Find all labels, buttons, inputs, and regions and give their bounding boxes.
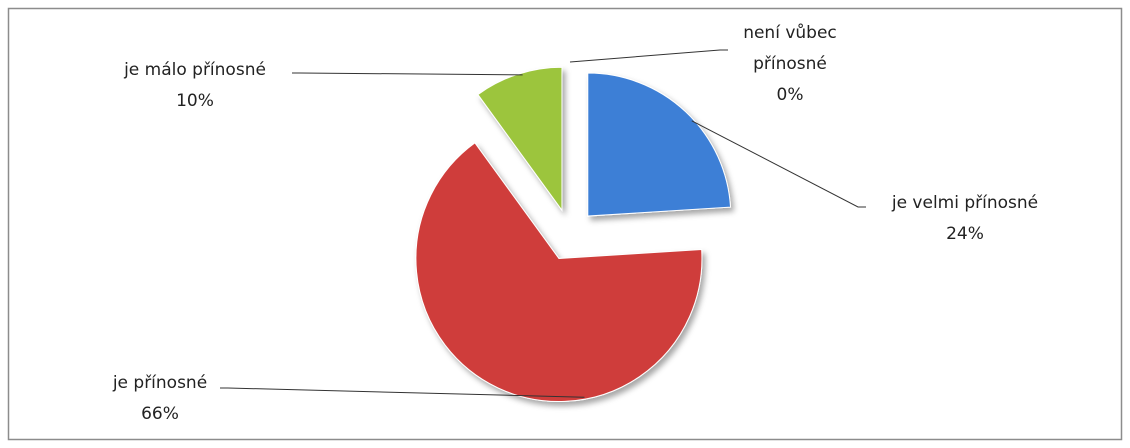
leader-line [691, 120, 866, 208]
leader-line [292, 72, 523, 76]
value-label: 10% [176, 91, 214, 111]
category-label: je velmi přínosné [891, 193, 1039, 213]
pie-slice [477, 66, 563, 212]
category-label: není vůbec přínosné [743, 23, 837, 74]
value-label: 24% [946, 224, 984, 244]
value-label: 66% [141, 404, 179, 424]
value-label: 0% [776, 85, 804, 105]
pie-slice [415, 142, 703, 402]
leader-line [569, 49, 728, 63]
category-label: je málo přínosné [124, 60, 266, 80]
slice-label: je málo přínosné 10% [90, 55, 300, 117]
pie-slice [587, 72, 732, 217]
slice-label: je přínosné 66% [60, 368, 260, 430]
leader-line [220, 387, 585, 398]
slice-label: je velmi přínosné 24% [855, 188, 1075, 250]
category-label: je přínosné [112, 373, 208, 393]
slice-label: není vůbec přínosné 0% [720, 18, 860, 111]
